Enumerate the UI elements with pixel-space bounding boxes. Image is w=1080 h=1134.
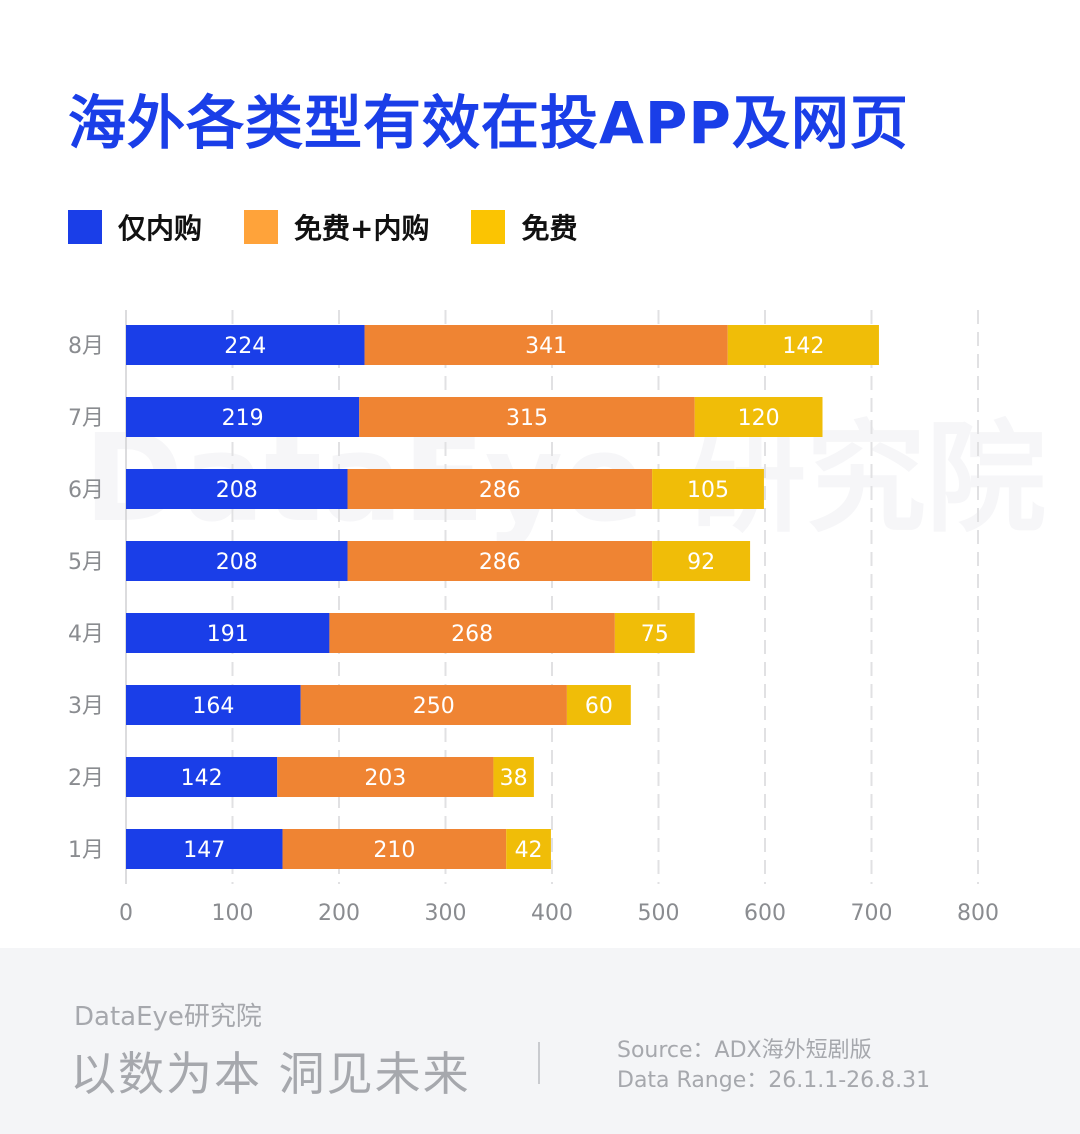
bar-segment: [506, 829, 551, 869]
data-label: 142: [181, 766, 223, 791]
data-label: 208: [216, 550, 258, 575]
bar-segment: [282, 829, 507, 869]
bar-segment: [126, 685, 301, 725]
bar-segment: [126, 325, 365, 365]
legend-swatch-free-iap: [244, 210, 279, 244]
x-tick-label: 300: [425, 901, 467, 926]
data-label: 219: [222, 406, 264, 431]
bar-segment: [126, 613, 330, 653]
bar-segment: [126, 469, 348, 509]
footer-source-block: Source：ADX海外短剧版 Data Range：26.1.1-26.8.3…: [617, 1036, 930, 1096]
footer-data-range: Data Range：26.1.1-26.8.31: [617, 1068, 931, 1093]
chart-title: 海外各类型有效在投APP及网页: [68, 89, 909, 157]
data-label: 268: [451, 622, 493, 647]
x-tick-label: 400: [531, 901, 573, 926]
data-label: 315: [506, 406, 548, 431]
legend-item-free: 免费: [471, 207, 578, 247]
category-label: 6月: [68, 478, 104, 503]
footer: DataEye研究院 以数为本 洞见未来 Source：ADX海外短剧版 Dat…: [0, 948, 1080, 1134]
x-tick-label: 200: [318, 901, 360, 926]
bar-segment: [126, 541, 348, 581]
category-label: 1月: [68, 838, 104, 863]
category-label: 4月: [68, 622, 104, 647]
footer-brand: DataEye研究院: [74, 1002, 262, 1032]
bar-segment: [614, 613, 695, 653]
x-tick-label: 0: [119, 901, 133, 926]
bar-segment: [126, 829, 283, 869]
data-label: 341: [525, 334, 567, 359]
data-label: 191: [207, 622, 249, 647]
legend-label-iap: 仅内购: [118, 212, 203, 245]
category-label: 5月: [68, 550, 104, 575]
data-label: 38: [500, 766, 528, 791]
bar-segment: [566, 685, 631, 725]
data-label: 147: [183, 838, 225, 863]
category-label: 3月: [68, 694, 104, 719]
data-label: 224: [224, 334, 266, 359]
bar-segment: [694, 397, 823, 437]
bar-segment: [652, 541, 751, 581]
category-label: 7月: [68, 406, 104, 431]
category-label: 2月: [68, 766, 104, 791]
x-tick-label: 100: [212, 901, 254, 926]
legend-item-free-iap: 免费+内购: [244, 207, 429, 247]
x-tick-label: 700: [851, 901, 893, 926]
x-tick-label: 800: [957, 901, 999, 926]
stacked-bar-chart: DataEye 研究院8月2243411427月2193151206月20828…: [68, 310, 1046, 926]
bar-segment: [493, 757, 534, 797]
data-label: 60: [585, 694, 613, 719]
category-label: 8月: [68, 334, 104, 359]
data-label: 92: [687, 550, 715, 575]
bar-segment: [364, 325, 728, 365]
bar-segment: [277, 757, 494, 797]
legend-item-iap: 仅内购: [68, 207, 202, 247]
bar-segment: [300, 685, 567, 725]
footer-slogan: 以数为本 洞见未来: [70, 1047, 471, 1101]
data-label: 203: [364, 766, 406, 791]
data-label: 286: [479, 478, 521, 503]
data-label: 250: [413, 694, 455, 719]
footer-source: Source：ADX海外短剧版: [617, 1038, 872, 1063]
legend-label-free-iap: 免费+内购: [294, 212, 430, 245]
data-label: 105: [687, 478, 729, 503]
legend-swatch-free: [471, 210, 506, 244]
legend: 仅内购 免费+内购 免费: [68, 205, 620, 249]
data-label: 42: [515, 838, 543, 863]
legend-label-free: 免费: [521, 212, 578, 245]
data-label: 210: [373, 838, 415, 863]
data-label: 142: [782, 334, 824, 359]
data-label: 164: [192, 694, 234, 719]
bar-segment: [126, 397, 360, 437]
data-label: 120: [738, 406, 780, 431]
data-label: 208: [216, 478, 258, 503]
legend-swatch-iap: [68, 210, 102, 244]
bar-segment: [652, 469, 764, 509]
data-label: 286: [479, 550, 521, 575]
bar-segment: [126, 757, 278, 797]
bar-segment: [347, 469, 653, 509]
x-tick-label: 500: [638, 901, 680, 926]
bar-segment: [347, 541, 653, 581]
bar-segment: [359, 397, 695, 437]
bar-segment: [727, 325, 879, 365]
data-label: 75: [641, 622, 669, 647]
footer-divider: [538, 1042, 540, 1084]
bar-segment: [329, 613, 615, 653]
x-tick-label: 600: [744, 901, 786, 926]
